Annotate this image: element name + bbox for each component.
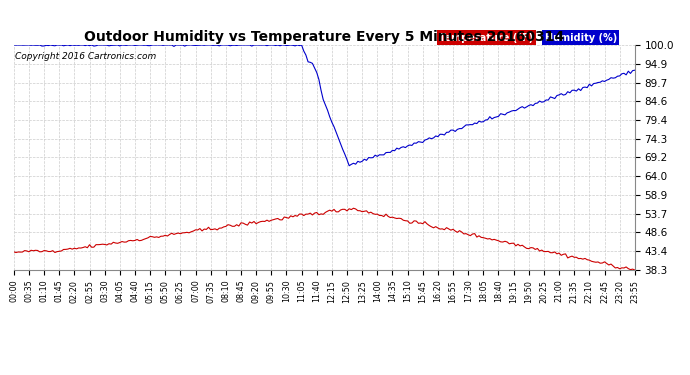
Text: Copyright 2016 Cartronics.com: Copyright 2016 Cartronics.com xyxy=(15,52,157,61)
Text: Humidity (%): Humidity (%) xyxy=(545,33,617,43)
Text: Temperature (°F): Temperature (°F) xyxy=(440,33,533,43)
Title: Outdoor Humidity vs Temperature Every 5 Minutes 20160314: Outdoor Humidity vs Temperature Every 5 … xyxy=(84,30,564,44)
